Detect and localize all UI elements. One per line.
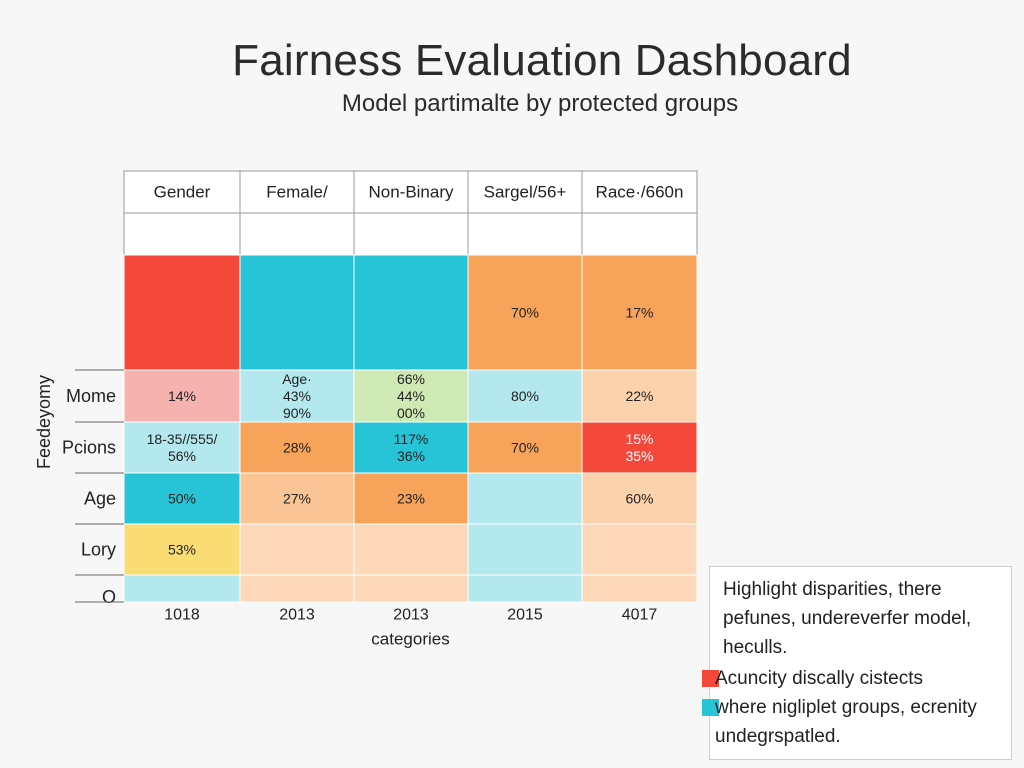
heatmap-cell [123, 574, 241, 603]
heatmap-cell [353, 212, 469, 256]
cell-value-label: 117% [394, 431, 429, 447]
cell-value-label: 60% [625, 491, 653, 507]
row-label: Pcions [62, 438, 116, 458]
heatmap-cell [239, 212, 355, 256]
heatmap-cell [123, 369, 241, 423]
column-header-cell [581, 170, 698, 214]
cell-value-label: 22% [625, 388, 653, 404]
heatmap-cell [239, 523, 355, 576]
cell-value-label: 44% [397, 388, 425, 404]
y-axis-title: Feedeyomy [34, 375, 54, 469]
heatmap-cell [581, 254, 698, 371]
x-tick-label: 1018 [164, 607, 200, 624]
x-tick-label: 2013 [279, 607, 315, 624]
cell-value-label: 50% [168, 491, 196, 507]
heatmap-cell [467, 212, 583, 256]
heatmap-cell [239, 421, 355, 474]
cell-value-label: 28% [283, 440, 311, 456]
heatmap-cell [353, 254, 469, 371]
cell-value-label: 36% [397, 448, 425, 464]
cell-value-label: 70% [511, 440, 539, 456]
cell-value-label: 18-35//555/ [147, 431, 218, 447]
heatmap-cell [467, 472, 583, 525]
cell-value-label: 23% [397, 491, 425, 507]
cell-value-label: 35% [625, 448, 653, 464]
page-title: Fairness Evaluation Dashboard [232, 36, 852, 85]
legend-swatch-red [702, 670, 719, 687]
heatmap-cell [581, 574, 698, 603]
heatmap-cell [353, 523, 469, 576]
heatmap-cell [353, 421, 469, 474]
heatmap-cell [581, 369, 698, 423]
cell-value-label: 90% [283, 405, 311, 421]
legend-panel: Highlight disparities, there pefunes, un… [702, 566, 1012, 760]
x-tick-label: 2015 [507, 607, 543, 624]
heatmap-cell [123, 212, 241, 256]
heatmap-cell [239, 574, 355, 603]
heatmap-cell [353, 472, 469, 525]
heatmap-cell [467, 574, 583, 603]
heatmap-cell [581, 472, 698, 525]
cell-value-label: 53% [168, 542, 196, 558]
heatmap-cell [467, 254, 583, 371]
column-header-cell [467, 170, 583, 214]
cell-value-label: 27% [283, 491, 311, 507]
heatmap-cell [239, 254, 355, 371]
heatmap-cell [581, 421, 698, 474]
heatmap-cell [123, 523, 241, 576]
column-header-cell [353, 170, 469, 214]
heatmap-cell [353, 574, 469, 603]
heatmap-cell [353, 369, 469, 423]
legend-label-teal: where nigliplet groups, ecrenity undegrs… [715, 697, 977, 747]
row-label: O [102, 587, 116, 607]
row-label: Mome [66, 386, 116, 406]
heatmap-cell [467, 421, 583, 474]
x-tick-label: 2013 [393, 607, 429, 624]
cell-value-label: 00% [397, 405, 425, 421]
row-label: Age [84, 489, 116, 509]
legend-swatch-teal [702, 699, 719, 716]
heatmap-cell [123, 254, 241, 371]
cell-value-label: 15% [625, 431, 653, 447]
heatmap-cell [467, 523, 583, 576]
x-axis-title: categories [371, 630, 449, 649]
heatmap-cell [239, 369, 355, 423]
cell-value-label: Age· [282, 371, 312, 387]
x-tick-label: 4017 [622, 607, 658, 624]
legend-label-red: Acuncity discally cistects [715, 668, 924, 689]
cell-value-label: 56% [168, 448, 196, 464]
heatmap-cell [239, 472, 355, 525]
column-header-label: Gender [154, 183, 211, 202]
cell-value-label: 17% [625, 305, 653, 321]
cell-value-label: 70% [511, 305, 539, 321]
cell-value-label: 14% [168, 388, 196, 404]
legend-note: Highlight disparities, there pefunes, un… [723, 579, 972, 658]
cell-value-label: 66% [397, 371, 425, 387]
page-subtitle: Model partimalte by protected groups [341, 90, 739, 117]
cell-value-label: 80% [511, 388, 539, 404]
cell-value-label: 43% [283, 388, 311, 404]
column-header-label: Non-Binary [368, 183, 454, 202]
column-header-label: Sargel/56+ [484, 183, 567, 202]
heatmap-cell [467, 369, 583, 423]
column-header-label: Race·/660n [596, 183, 684, 202]
column-header-label: Female/ [266, 183, 328, 202]
row-label: Lory [81, 540, 116, 560]
heatmap-cell [581, 212, 698, 256]
heatmap-cell [581, 523, 698, 576]
column-header-cell [239, 170, 355, 214]
